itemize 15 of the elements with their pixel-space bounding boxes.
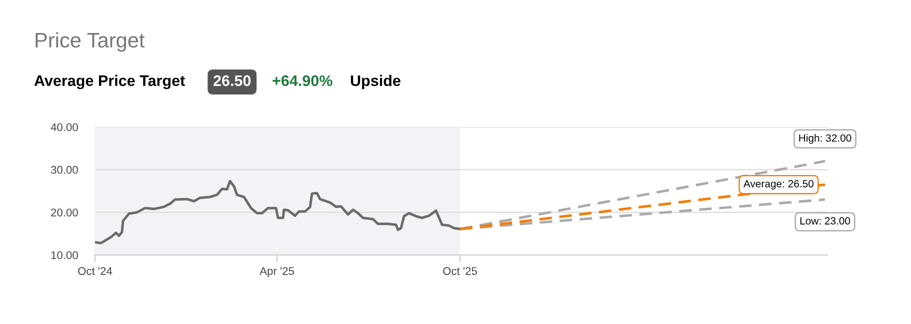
x-tick-label: Apr '25: [260, 267, 294, 278]
text: +64.90%: [272, 75, 332, 86]
x-tick-label: Oct '24: [78, 267, 112, 275]
annotation: High: 32.00: [799, 134, 852, 144]
text: Upside: [350, 74, 400, 90]
y-tick-label: 40.00: [50, 123, 78, 132]
y-tick-label: 20.00: [51, 208, 78, 216]
y-tick-label: 30.00: [50, 166, 78, 174]
text: 26.50: [214, 75, 251, 86]
chart-subtitle: Average Price Target: [34, 74, 185, 90]
x-tick-label: Oct '25: [443, 267, 477, 275]
annotation: Average: 26.50: [743, 180, 814, 190]
chart-title: Price Target: [36, 32, 145, 52]
annotation: Low: 23.00: [800, 217, 850, 225]
y-tick-label: 10.00: [51, 251, 78, 260]
